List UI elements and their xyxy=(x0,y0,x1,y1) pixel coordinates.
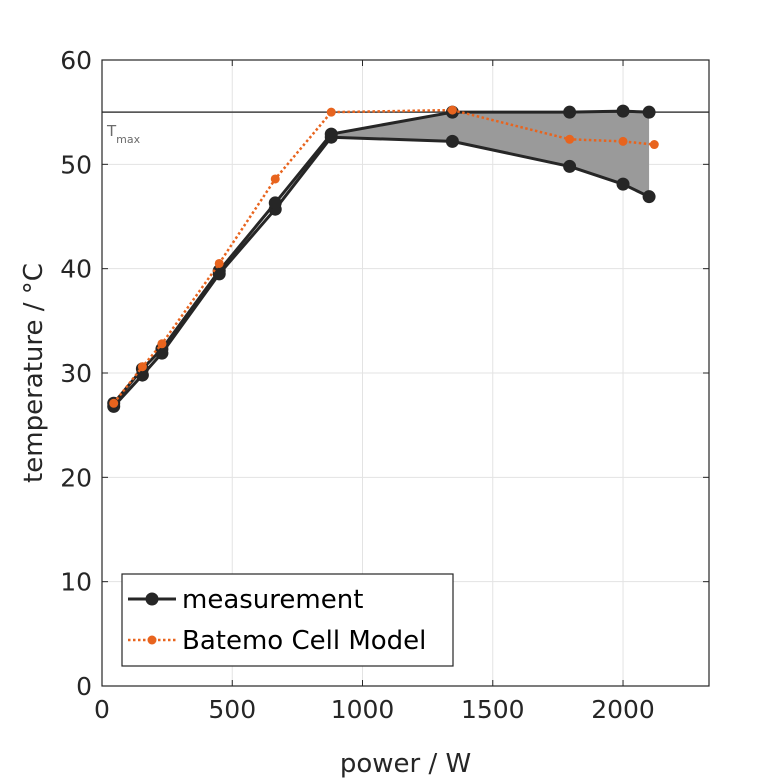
y-tick-label: 40 xyxy=(60,255,92,284)
data-point-0-0-7 xyxy=(563,159,577,173)
data-point-0-0-9 xyxy=(642,190,656,204)
x-tick-label: 0 xyxy=(94,695,110,724)
tmax-label-main: T xyxy=(106,122,117,140)
data-point-0-1-8 xyxy=(616,104,630,118)
series-line-1-0 xyxy=(112,108,655,405)
legend-marker-batemo xyxy=(147,635,157,645)
data-point-1-0-3 xyxy=(214,258,224,268)
legend-marker-measurement xyxy=(145,592,159,606)
data-point-1-0-2 xyxy=(157,339,167,349)
legend-label-measurement: measurement xyxy=(182,585,363,615)
y-tick-label: 20 xyxy=(60,463,92,492)
data-point-1-0-9 xyxy=(649,140,659,150)
series-line-0-0 xyxy=(112,135,650,408)
x-tick-label: 500 xyxy=(208,695,256,724)
data-point-0-1-4 xyxy=(268,196,282,210)
plot-area: 0 500 1000 1500 2000 0 10 20 30 40 50 60 xyxy=(60,46,710,724)
data-point-1-0-5 xyxy=(326,107,336,117)
data-point-1-0-8 xyxy=(618,136,628,146)
y-tick-label: 50 xyxy=(60,150,92,179)
data-point-1-0-1 xyxy=(137,362,147,372)
legend-box xyxy=(121,573,454,667)
series-line-0-1 xyxy=(112,109,650,405)
y-tick-label: 60 xyxy=(60,46,92,75)
x-axis-label: power / W xyxy=(340,749,471,779)
y-tick-label: 0 xyxy=(76,672,92,701)
tmax-label-sub: max xyxy=(116,133,140,146)
tmax-annotation: Tmax xyxy=(106,122,141,146)
x-tick-label: 1500 xyxy=(461,695,525,724)
y-tick-label: 10 xyxy=(60,568,92,597)
data-point-0-1-9 xyxy=(642,105,656,119)
shaded-band xyxy=(331,111,650,197)
y-axis-label: temperature / °C xyxy=(19,263,49,483)
y-tick-label: 30 xyxy=(60,359,92,388)
legend-label-batemo: Batemo Cell Model xyxy=(182,626,426,656)
data-point-0-0-6 xyxy=(445,134,459,148)
data-point-1-0-0 xyxy=(109,398,119,408)
data-point-1-0-6 xyxy=(447,105,457,115)
data-point-1-0-7 xyxy=(565,134,575,144)
data-point-0-1-5 xyxy=(324,127,338,141)
data-point-0-0-8 xyxy=(616,177,630,191)
tmax-label: Tmax xyxy=(106,122,141,146)
x-tick-label: 2000 xyxy=(591,695,655,724)
x-tick-label: 1000 xyxy=(331,695,395,724)
legend: measurement Batemo Cell Model xyxy=(121,573,454,667)
data-point-1-0-4 xyxy=(270,174,280,184)
data-point-0-1-7 xyxy=(563,105,577,119)
